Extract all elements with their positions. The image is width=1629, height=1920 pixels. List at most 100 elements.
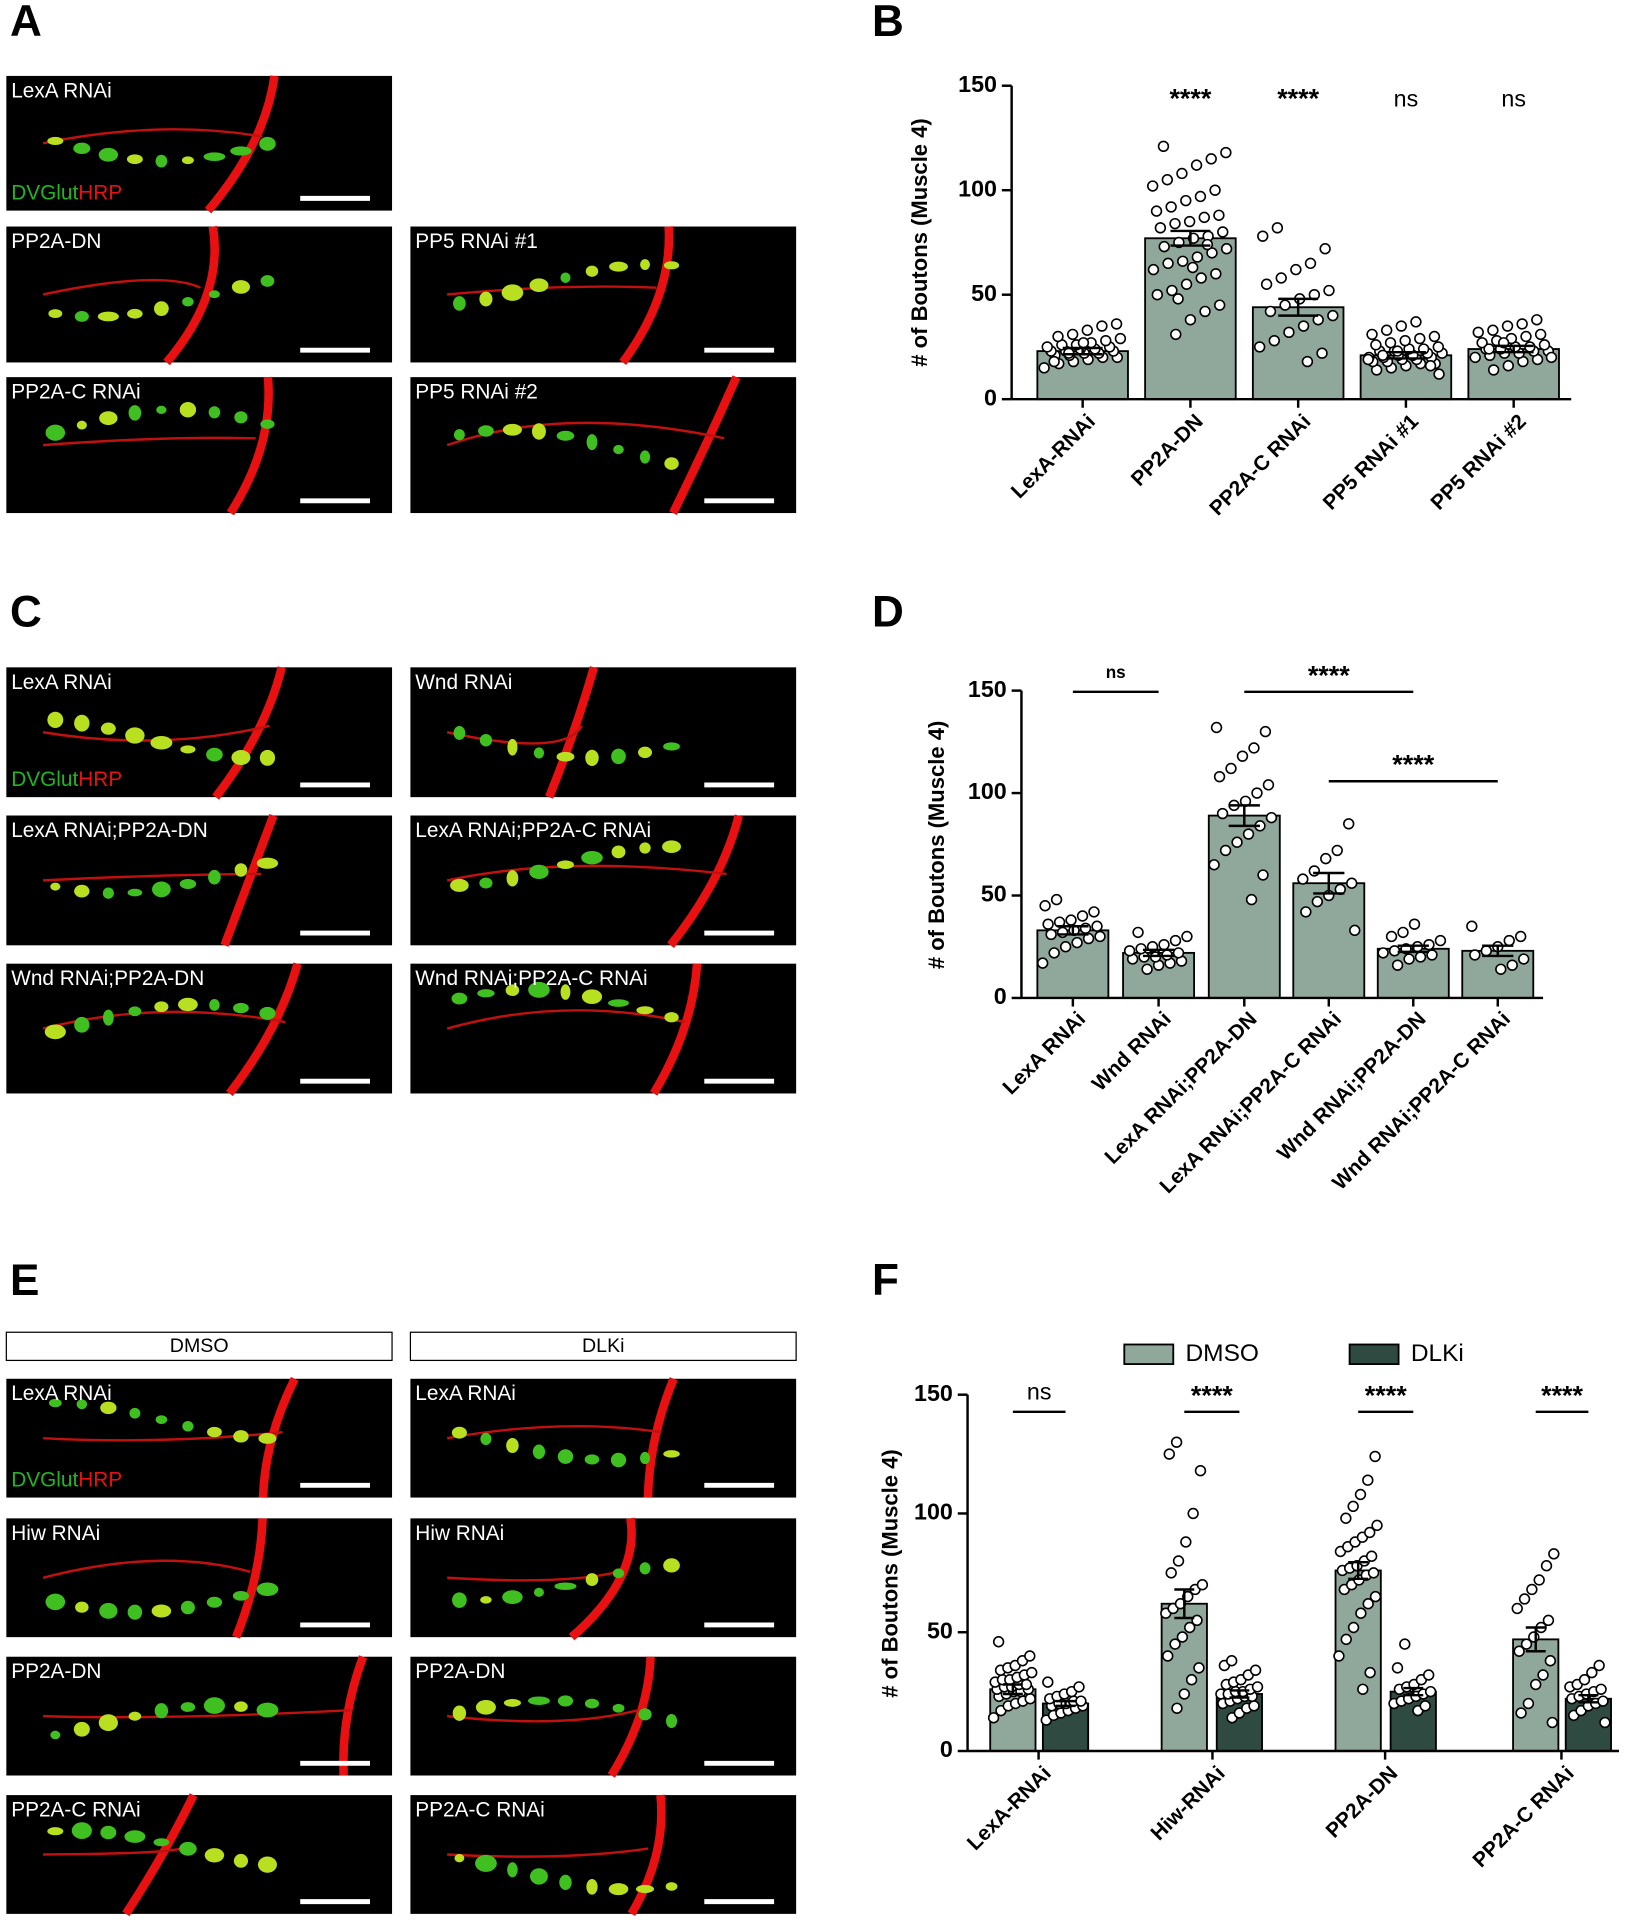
data-point [1414, 951, 1427, 963]
bouton [554, 1582, 577, 1590]
bouton [663, 1450, 680, 1458]
data-point [1275, 272, 1287, 284]
axon [446, 1424, 662, 1440]
bouton [208, 406, 221, 419]
data-point [1578, 1674, 1591, 1686]
significance-label: **** [1541, 1380, 1583, 1410]
data-point [1178, 1688, 1190, 1700]
bouton [232, 1590, 250, 1601]
legend-swatch [1123, 1343, 1175, 1365]
error-bar [1228, 804, 1260, 828]
axon [447, 285, 657, 296]
axon [42, 1010, 286, 1030]
y-axis-label: # of Boutons (Muscle 4) [924, 721, 949, 969]
data-point [1048, 355, 1060, 368]
bouton [50, 1730, 61, 1740]
bouton [533, 747, 545, 759]
micrograph: PP2A-DN [6, 1655, 393, 1776]
bouton [611, 845, 626, 859]
data-point [1502, 360, 1514, 372]
data-point [1540, 1560, 1553, 1572]
nerve [669, 375, 741, 515]
data-point [1384, 337, 1397, 349]
axon [43, 1431, 283, 1442]
data-point [1397, 926, 1409, 939]
significance-label: **** [1308, 660, 1350, 690]
data-point [1364, 1666, 1376, 1679]
header-label: DLKi [582, 1335, 624, 1357]
nerve [220, 813, 278, 947]
data-point [1419, 1700, 1431, 1712]
data-point [1242, 828, 1255, 840]
data-point [1024, 1650, 1036, 1662]
data-point [1319, 243, 1331, 255]
stain-red: HRP [78, 768, 122, 791]
data-point [1245, 893, 1258, 906]
y-tick-label: 100 [958, 175, 997, 201]
bouton [47, 1827, 64, 1836]
bouton [640, 259, 650, 270]
bouton [156, 405, 167, 414]
data-point [1183, 215, 1196, 228]
data-point [1347, 1621, 1360, 1634]
data-point [1472, 326, 1484, 339]
bouton [581, 851, 603, 865]
data-point [1169, 217, 1181, 230]
micrograph: PP2A-C RNAi [6, 376, 393, 516]
micrograph: PP5 RNAi #2 [410, 375, 797, 515]
data-point [1176, 1631, 1189, 1643]
bouton [100, 1825, 117, 1840]
image-label: Hiw RNAi [11, 1522, 100, 1545]
image-label: PP2A-C RNAi [415, 1799, 544, 1822]
bouton [256, 1702, 279, 1718]
bouton [560, 272, 571, 283]
data-point [1259, 725, 1272, 738]
error-bar [1142, 948, 1175, 958]
data-point [1163, 1448, 1175, 1460]
bouton [233, 1853, 249, 1868]
data-point [1308, 865, 1320, 877]
micrograph: Wnd RNAi;PP2A-C RNAi [410, 963, 797, 1096]
image-label: LexA RNAi [11, 671, 112, 694]
data-point [1039, 900, 1051, 912]
data-point [1297, 873, 1309, 885]
nerve [232, 1518, 267, 1639]
panel-letter: C [10, 587, 42, 636]
error-bar [1493, 344, 1534, 354]
bouton [559, 1874, 572, 1890]
bouton [452, 1705, 467, 1721]
bouton [258, 1433, 277, 1444]
micrograph: LexA RNAi;PP2A-C RNAi [410, 814, 797, 948]
micrograph: LexA RNAi [410, 1377, 797, 1498]
bouton [208, 290, 220, 299]
data-point [1528, 1631, 1540, 1643]
bouton [586, 1878, 598, 1895]
bar [1467, 348, 1560, 401]
data-point [1260, 278, 1273, 290]
bouton [180, 745, 196, 754]
bouton [127, 308, 143, 319]
image-label: LexA RNAi [415, 1382, 516, 1405]
significance-label: ns [1394, 86, 1419, 112]
data-point [1110, 318, 1123, 330]
bouton [529, 864, 549, 880]
bouton [528, 981, 550, 998]
data-point [1371, 1519, 1383, 1532]
bouton [557, 1695, 574, 1707]
data-point [1205, 153, 1217, 165]
micrograph: PP2A-C RNAi [410, 1794, 797, 1917]
error-bar [1057, 925, 1089, 936]
bouton [98, 147, 119, 162]
nerve [627, 1794, 666, 1917]
error-bar [1385, 350, 1426, 360]
bouton [230, 146, 252, 156]
bouton [475, 1854, 497, 1872]
bouton [450, 878, 469, 892]
bouton [75, 1601, 89, 1613]
data-point [1073, 1681, 1085, 1693]
bouton [586, 434, 598, 451]
data-point [1198, 211, 1210, 224]
data-point [1531, 314, 1543, 326]
image-background [410, 1518, 797, 1638]
stain-legend: DVGlutHRP [11, 181, 122, 204]
